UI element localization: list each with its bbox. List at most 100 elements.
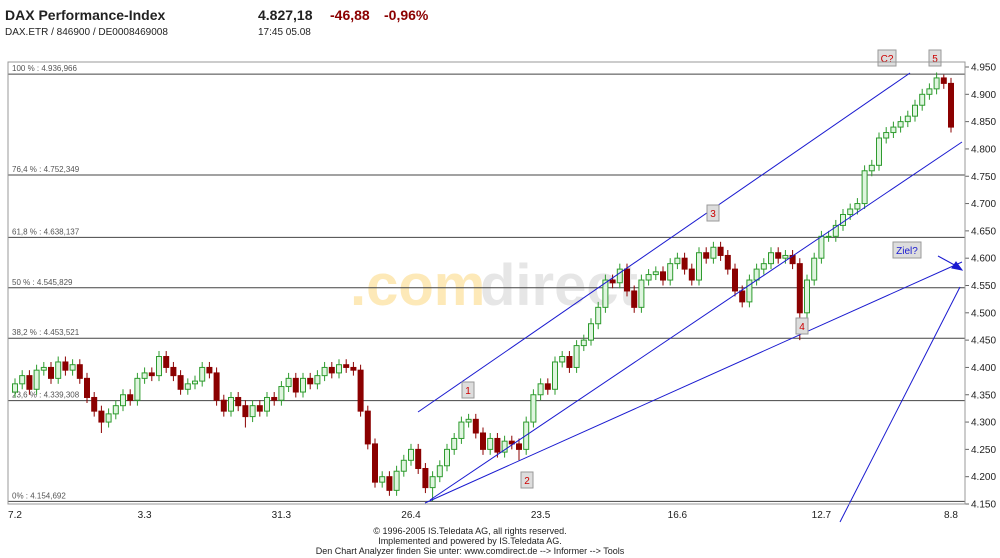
candle-body bbox=[170, 366, 177, 377]
candle-body bbox=[292, 377, 299, 393]
candle-body bbox=[400, 459, 407, 472]
candle-body bbox=[184, 383, 191, 390]
candle-body bbox=[220, 399, 227, 412]
wave-label: 5 bbox=[932, 54, 938, 65]
x-tick-label: 7.2 bbox=[8, 510, 22, 521]
candle-body bbox=[897, 121, 904, 128]
candle-body bbox=[530, 394, 537, 423]
candle-body bbox=[494, 437, 501, 453]
candle-body bbox=[876, 137, 882, 166]
y-tick-label: 4.700 bbox=[971, 199, 996, 210]
candle-body bbox=[62, 361, 69, 371]
candle-body bbox=[350, 366, 357, 371]
candle-body bbox=[379, 476, 386, 483]
candle-body bbox=[688, 268, 695, 281]
candle-body bbox=[357, 369, 364, 412]
y-tick-label: 4.950 bbox=[971, 63, 996, 74]
candle-body bbox=[393, 470, 400, 491]
candle-body bbox=[501, 440, 508, 453]
candle-body bbox=[314, 375, 321, 385]
candle-body bbox=[206, 366, 213, 374]
y-tick-label: 4.900 bbox=[971, 90, 996, 101]
candle-body bbox=[26, 375, 33, 390]
plot: 4.150 4.200 4.250 4.300 4.350 4.400 4.450 4.500… bbox=[8, 63, 996, 521]
candle-body bbox=[616, 268, 623, 284]
wave-box bbox=[892, 241, 922, 259]
candle-body bbox=[566, 356, 573, 368]
trendline bbox=[839, 286, 961, 523]
candle-body bbox=[825, 235, 832, 238]
candle-body bbox=[912, 104, 918, 117]
candle-body bbox=[336, 364, 342, 374]
candle-body bbox=[328, 366, 335, 374]
candle-body bbox=[624, 268, 630, 292]
wave-label: C? bbox=[881, 54, 894, 65]
candle-body bbox=[811, 257, 818, 281]
trendline bbox=[424, 261, 963, 504]
candle-body bbox=[645, 274, 652, 281]
x-tick-label: 3.3 bbox=[138, 510, 152, 521]
fib-label: 0% : 4.154,692 bbox=[12, 491, 66, 500]
arrow-head bbox=[951, 261, 964, 271]
x-tick-label: 26.4 bbox=[401, 510, 421, 521]
candle-body bbox=[112, 405, 119, 415]
wave-label: 1 bbox=[465, 386, 471, 397]
candle-body bbox=[804, 279, 810, 314]
candle-body bbox=[343, 364, 350, 368]
trendline bbox=[417, 72, 911, 413]
trendline bbox=[429, 141, 963, 501]
candle-body bbox=[760, 263, 767, 270]
x-tick-label: 16.6 bbox=[668, 510, 688, 521]
candle-body bbox=[48, 366, 54, 379]
y-tick-label: 4.350 bbox=[971, 390, 996, 401]
candle-body bbox=[948, 82, 954, 128]
candle-body bbox=[422, 467, 429, 489]
candle-body bbox=[228, 396, 234, 412]
candle-body bbox=[192, 380, 198, 385]
candle-body bbox=[98, 410, 105, 423]
wave-label: 4 bbox=[799, 322, 805, 333]
candle-body bbox=[40, 366, 47, 371]
candle-body bbox=[818, 235, 825, 259]
candle-body bbox=[19, 375, 26, 385]
candle-body bbox=[638, 279, 645, 308]
candle-body bbox=[602, 279, 609, 308]
candle-body bbox=[710, 246, 717, 259]
candle-body bbox=[537, 383, 544, 396]
candle-body bbox=[127, 394, 134, 401]
candle-body bbox=[796, 263, 803, 314]
candle-body bbox=[307, 377, 314, 385]
candle-body bbox=[364, 410, 371, 445]
x-tick-label: 23.5 bbox=[531, 510, 551, 521]
candle-body bbox=[746, 279, 753, 303]
candle-body bbox=[436, 465, 443, 478]
wave-box bbox=[520, 471, 534, 489]
candle-body bbox=[163, 356, 170, 368]
fib-label: 23,6 % : 4.339,308 bbox=[12, 391, 80, 400]
candle-body bbox=[69, 364, 76, 371]
candle-body bbox=[278, 386, 285, 401]
candle-body bbox=[768, 252, 774, 265]
y-tick-label: 4.800 bbox=[971, 144, 996, 155]
candle-body bbox=[861, 170, 868, 205]
candle-body bbox=[516, 443, 522, 450]
candle-body bbox=[33, 369, 40, 390]
y-tick-label: 4.500 bbox=[971, 308, 996, 319]
candle-body bbox=[753, 268, 760, 281]
fib-label: 38,2 % : 4.453,521 bbox=[12, 328, 80, 337]
change: -46,88 bbox=[330, 7, 370, 23]
footer: Implemented and powered by IS.Teledata A… bbox=[378, 536, 562, 546]
y-tick-label: 4.450 bbox=[971, 336, 996, 347]
y-tick-label: 4.300 bbox=[971, 418, 996, 429]
candle-body bbox=[105, 413, 112, 423]
wave-label: Ziel? bbox=[896, 246, 918, 257]
candle-body bbox=[148, 372, 155, 377]
candle-body bbox=[249, 405, 256, 418]
candle-body bbox=[235, 396, 242, 407]
y-tick-label: 4.400 bbox=[971, 363, 996, 374]
fib-label: 50 % : 4.545,829 bbox=[12, 278, 73, 287]
wave-label: 2 bbox=[524, 476, 530, 487]
candle-body bbox=[12, 383, 18, 393]
candle-body bbox=[890, 126, 897, 134]
